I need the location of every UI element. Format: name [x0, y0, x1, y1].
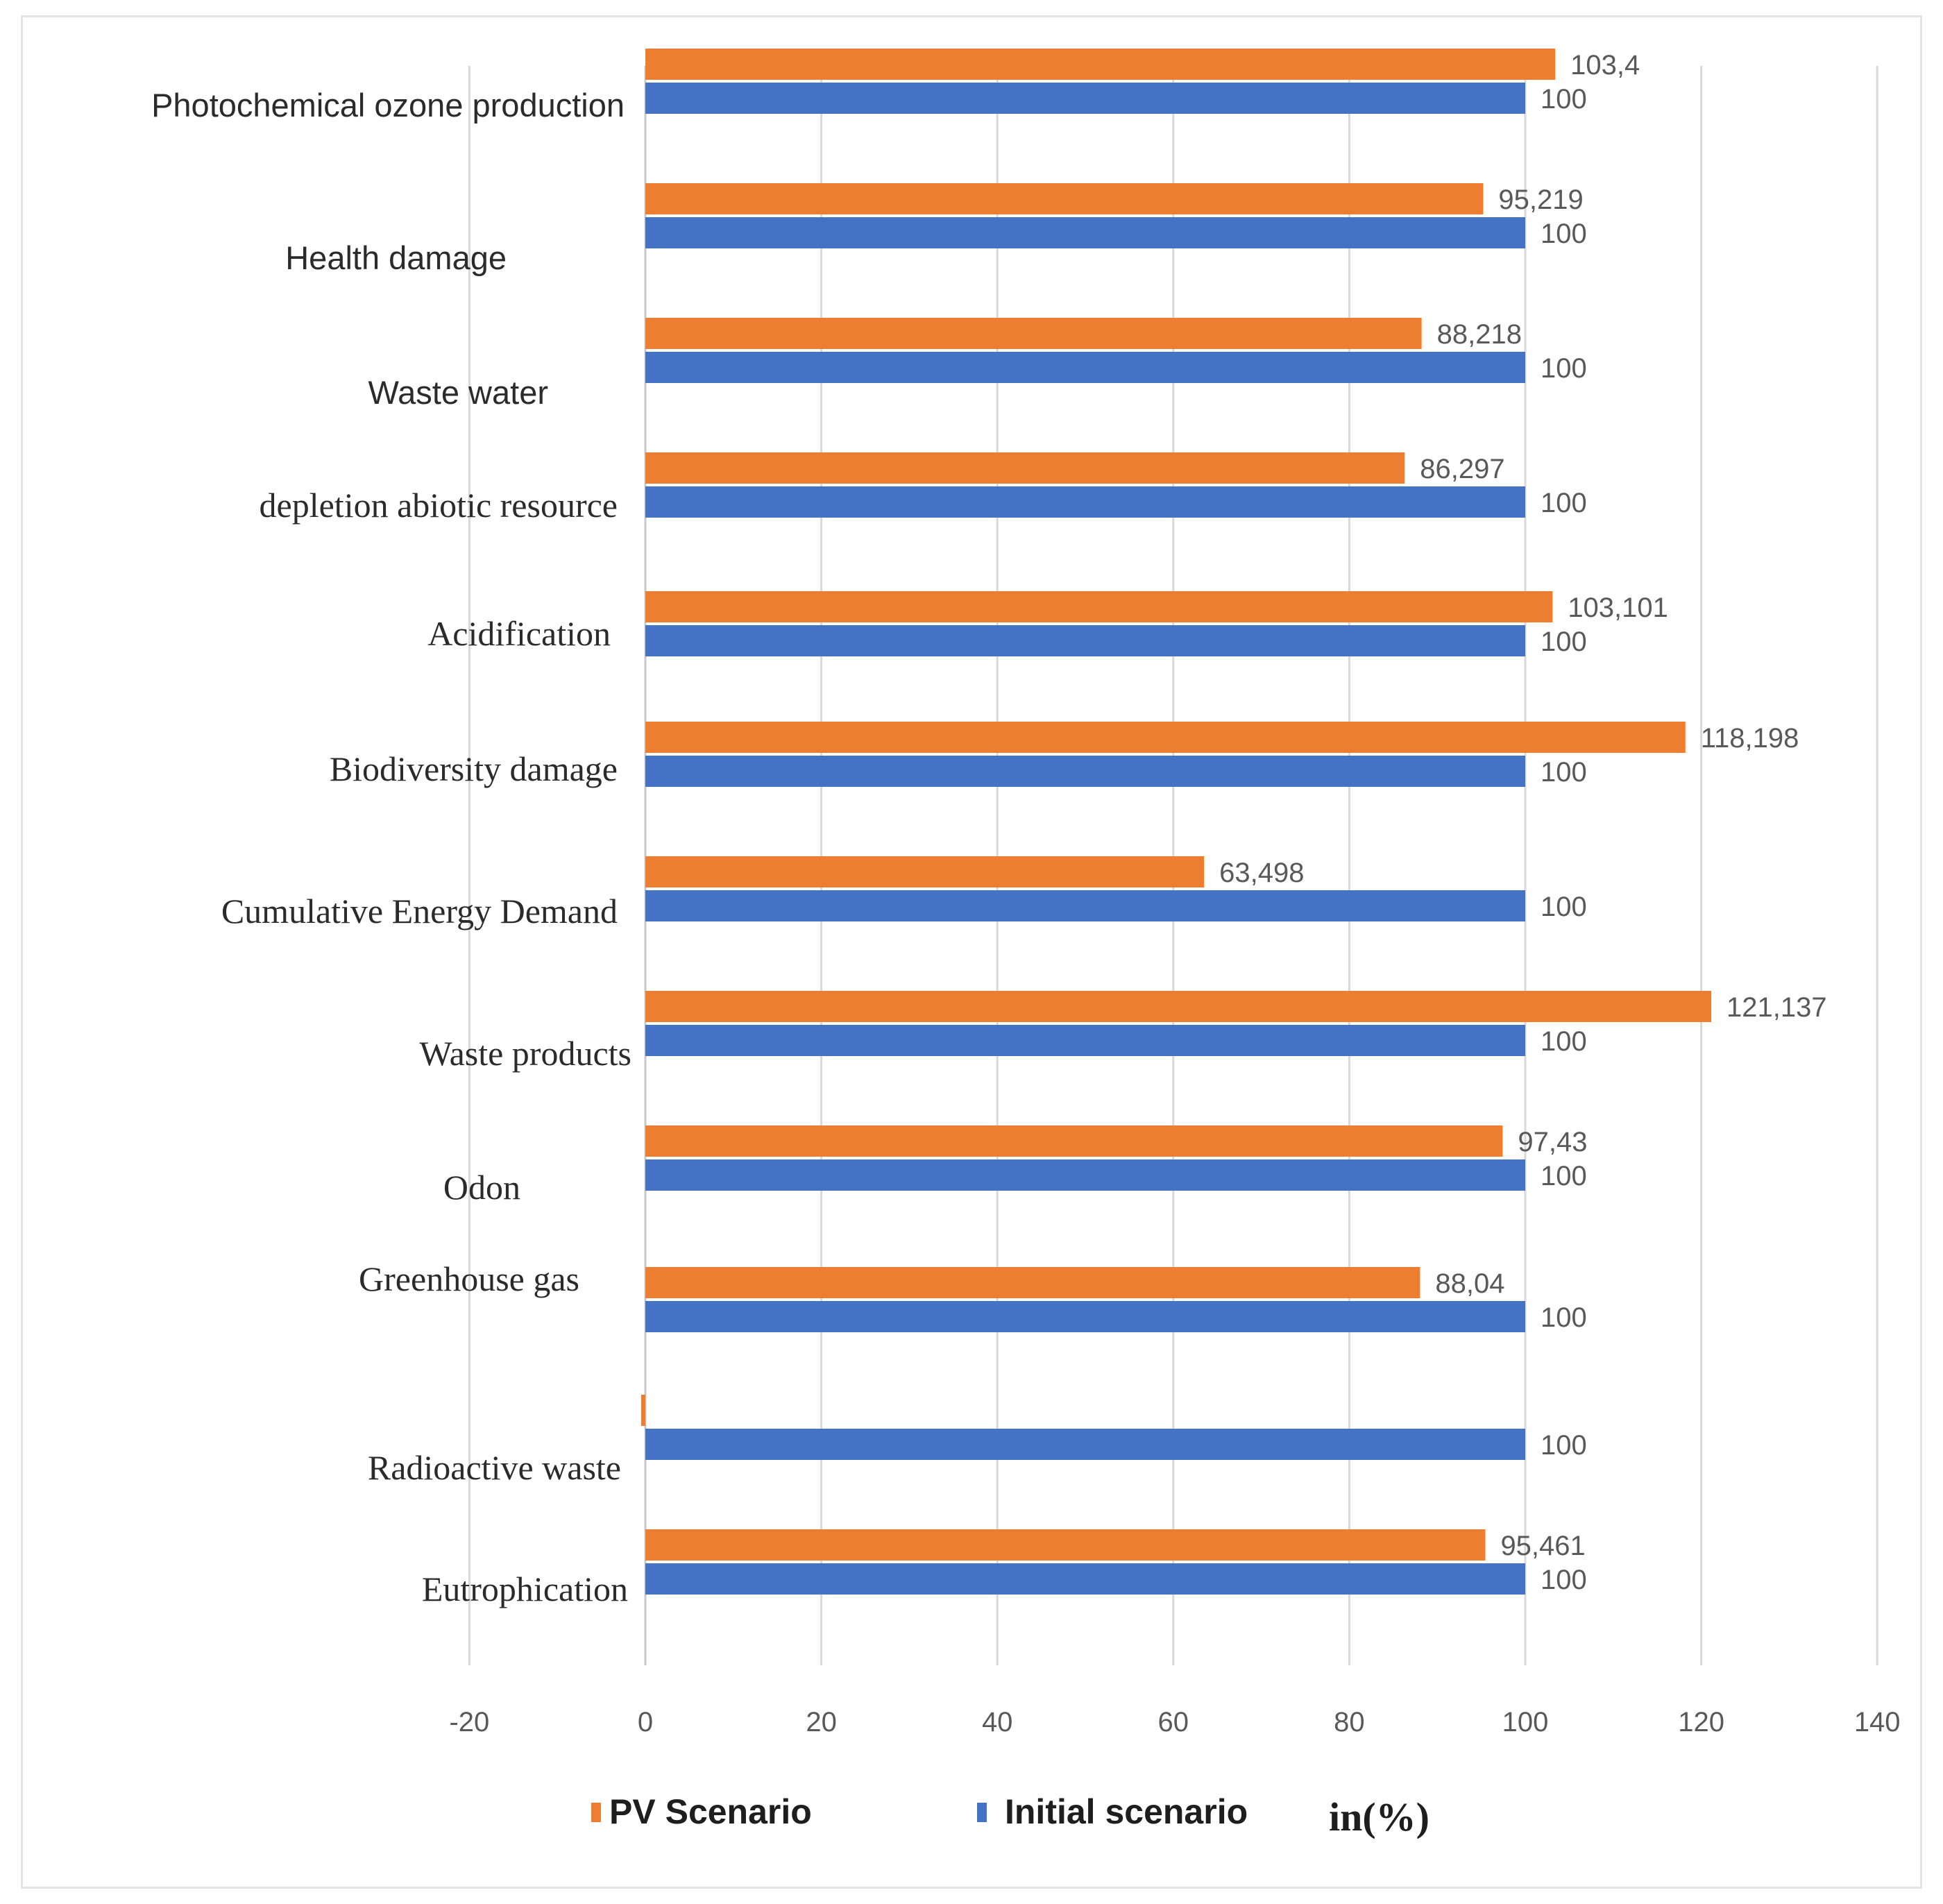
data-label: 100: [1541, 353, 1587, 384]
pv-scenario-bar: [645, 452, 1405, 484]
data-label: 103,101: [1568, 593, 1668, 623]
pv-scenario-bar: [645, 856, 1205, 887]
category-label: Health damage: [285, 239, 507, 276]
data-label: 100: [1541, 219, 1587, 249]
unit-label: in(%): [1329, 1794, 1429, 1839]
pv-scenario-bar: [645, 991, 1712, 1022]
data-label: 100: [1541, 1565, 1587, 1595]
initial-scenario-bar: [645, 1025, 1525, 1056]
category-label: Biodiversity damage: [330, 749, 618, 788]
category-label: Waste products: [419, 1034, 631, 1073]
legend-initial-scenario-label: Initial scenario: [1005, 1792, 1248, 1831]
initial-scenario-bar: [645, 756, 1525, 787]
category-label: Acidification: [427, 614, 611, 653]
initial-scenario-bar: [645, 1429, 1525, 1460]
pv-scenario-bar: [645, 722, 1686, 753]
data-label: 86,297: [1420, 454, 1504, 484]
initial-scenario-bar: [645, 486, 1525, 518]
data-label: 118,198: [1701, 723, 1799, 754]
data-label: 100: [1541, 627, 1587, 657]
data-label: 95,219: [1498, 185, 1583, 215]
x-tick-label: 40: [982, 1707, 1013, 1737]
initial-scenario-bar: [645, 217, 1525, 248]
data-label: 100: [1541, 1430, 1587, 1461]
data-label: 103,4: [1570, 50, 1640, 80]
category-label: Odon: [443, 1168, 520, 1207]
legend-initial-scenario-swatch: [977, 1803, 987, 1822]
x-tick-label: 20: [806, 1707, 837, 1737]
x-tick-label: 140: [1854, 1707, 1901, 1737]
data-label: 121,137: [1726, 992, 1827, 1023]
pv-scenario-bar: [645, 591, 1553, 622]
x-tick-label: 60: [1158, 1707, 1189, 1737]
pv-scenario-bar: [645, 1529, 1486, 1561]
category-label: Eutrophication: [422, 1570, 628, 1608]
category-label: Radioactive waste: [368, 1448, 621, 1487]
data-label: 100: [1541, 892, 1587, 922]
x-tick-label: 0: [638, 1707, 653, 1737]
category-label: Photochemical ozone production: [151, 87, 625, 124]
x-tick-label: -20: [449, 1707, 489, 1737]
data-label: 100: [1541, 84, 1587, 114]
legend-pv-scenario-swatch: [591, 1803, 601, 1822]
data-label: 100: [1541, 1026, 1587, 1057]
data-label: 100: [1541, 1302, 1587, 1333]
data-label: 63,498: [1219, 858, 1304, 888]
category-label: Cumulative Energy Demand: [221, 892, 618, 930]
initial-scenario-bar: [645, 1159, 1525, 1191]
initial-scenario-bar: [645, 1301, 1525, 1332]
pv-scenario-bar: [641, 1395, 645, 1426]
initial-scenario-bar: [645, 1563, 1525, 1595]
pv-scenario-bar: [645, 183, 1484, 214]
data-label: 95,461: [1500, 1531, 1585, 1561]
pv-scenario-bar: [645, 1267, 1420, 1298]
category-label: Greenhouse gas: [359, 1259, 579, 1298]
category-label: Waste water: [368, 374, 548, 411]
data-label: 100: [1541, 757, 1587, 788]
pv-scenario-bar: [645, 49, 1556, 80]
x-tick-label: 100: [1502, 1707, 1549, 1737]
initial-scenario-bar: [645, 890, 1525, 921]
category-label: depletion abiotic resource: [260, 486, 618, 525]
data-label: 100: [1541, 1161, 1587, 1191]
legend-pv-scenario-label: PV Scenario: [609, 1792, 812, 1831]
data-label: 97,43: [1518, 1127, 1587, 1157]
initial-scenario-bar: [645, 83, 1525, 114]
pv-scenario-bar: [645, 318, 1422, 349]
data-label: 88,04: [1435, 1268, 1504, 1299]
x-tick-label: 80: [1334, 1707, 1365, 1737]
data-label: 100: [1541, 488, 1587, 518]
data-label: 88,218: [1437, 319, 1522, 350]
x-tick-label: 120: [1678, 1707, 1724, 1737]
initial-scenario-bar: [645, 625, 1525, 656]
pv-scenario-bar: [645, 1125, 1503, 1157]
initial-scenario-bar: [645, 352, 1525, 383]
chart-frame: [21, 15, 1922, 1889]
